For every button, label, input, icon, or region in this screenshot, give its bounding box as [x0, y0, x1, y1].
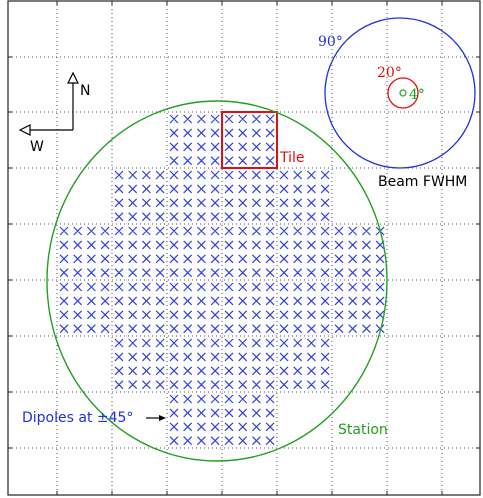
tile-highlight [221, 111, 278, 169]
dipole-tile [224, 170, 275, 222]
compass [18, 71, 79, 136]
dipole-tile [169, 338, 220, 390]
dipole-tile [59, 226, 110, 278]
west-head [18, 124, 31, 136]
beam-90-label: 90° [318, 34, 343, 50]
dipole-tile [224, 394, 275, 446]
dipoles-arrow-head [159, 415, 166, 421]
dipoles-label: Dipoles at ±45° [22, 410, 133, 426]
dipole-tile [169, 114, 220, 166]
dipole-tile [224, 226, 275, 278]
dipole-tile [279, 170, 330, 222]
dipole-tile [224, 338, 275, 390]
dipole-tile [279, 226, 330, 278]
north-label: N [80, 83, 90, 99]
station-circle [46, 100, 388, 462]
beam-4 [399, 89, 407, 97]
dipole-tile [224, 114, 275, 166]
dipole-tile [114, 226, 165, 278]
beam-title: Beam FWHM [378, 174, 467, 190]
north-head [67, 71, 79, 84]
beam-20-label: 20° [377, 65, 402, 81]
dipole-tile [114, 338, 165, 390]
beam-20 [387, 77, 419, 109]
frame [7, 0, 481, 496]
dipole-tile [169, 394, 220, 446]
dipole-tile [279, 282, 330, 334]
dipole-tile [279, 338, 330, 390]
dipole-tile [59, 282, 110, 334]
dipole-tile [224, 282, 275, 334]
dipole-tile [334, 282, 385, 334]
dipole-tile [114, 282, 165, 334]
dipole-tile [114, 170, 165, 222]
station-label: Station [338, 422, 388, 438]
dipole-tile [169, 282, 220, 334]
beam-90 [324, 17, 476, 169]
dipole-tile [169, 170, 220, 222]
tile-label: Tile [279, 150, 305, 166]
dipole-tile [169, 226, 220, 278]
beam-4-label: 4° [409, 87, 425, 103]
west-label: W [30, 139, 44, 155]
